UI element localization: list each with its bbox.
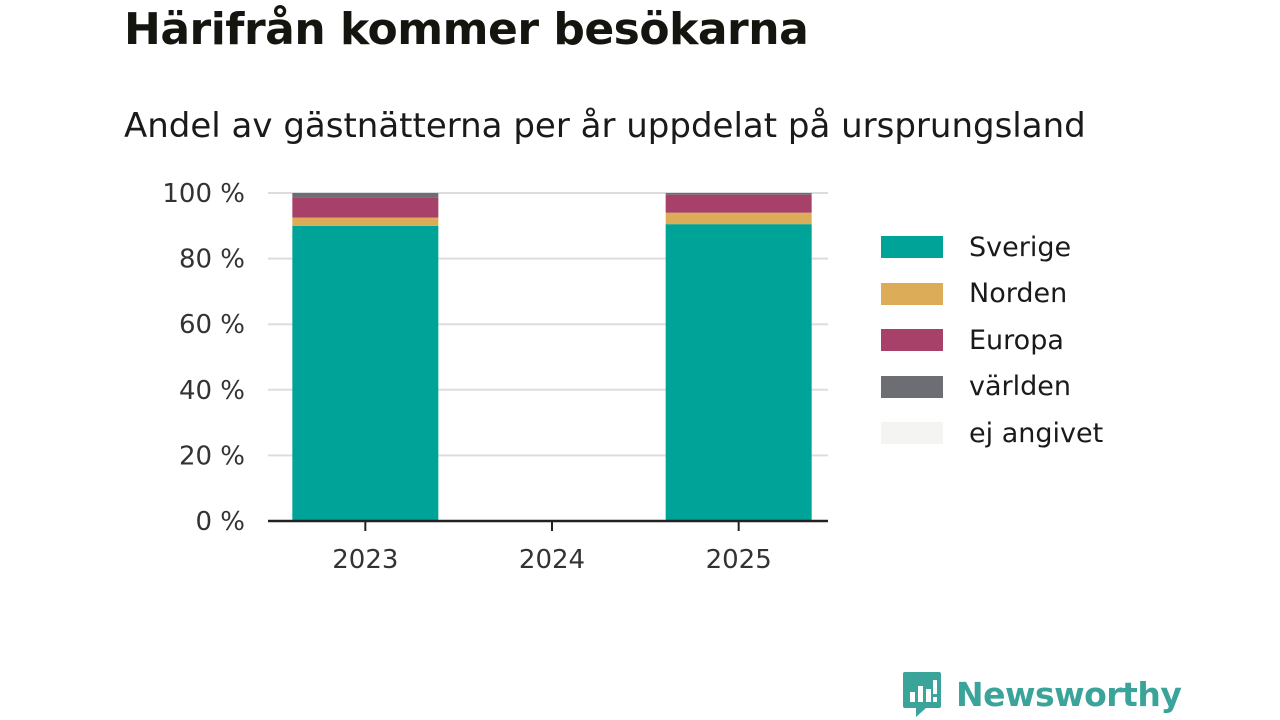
- legend-label: Sverige: [969, 231, 1072, 263]
- legend-item: Europa: [881, 317, 1103, 364]
- legend-swatch: [881, 282, 943, 305]
- bar-segment-europa: [292, 197, 439, 218]
- chart-legend: Sverige Norden Europa världen ej angivet: [881, 224, 1103, 457]
- legend-swatch: [881, 236, 943, 259]
- legend-swatch: [881, 329, 943, 352]
- legend-item: Norden: [881, 271, 1103, 318]
- y-tick-label: 40 %: [179, 376, 245, 406]
- newsworthy-logo-icon: [903, 672, 941, 717]
- bar-segment-sverige: [292, 225, 439, 522]
- bar-segment-världen: [292, 193, 439, 198]
- bar-segment-sverige: [665, 224, 812, 521]
- chart-subtitle: Andel av gästnätterna per år uppdelat på…: [124, 106, 1086, 146]
- bar-segment-norden: [292, 217, 439, 226]
- bar-segment-världen: [665, 193, 812, 195]
- y-tick-label: 0 %: [195, 507, 245, 537]
- bar-segment-europa: [665, 194, 812, 213]
- y-tick-label: 60 %: [179, 310, 245, 340]
- legend-item: världen: [881, 364, 1103, 411]
- brand-name: Newsworthy: [956, 674, 1182, 714]
- legend-label: Norden: [969, 278, 1068, 310]
- x-tick-label: 2023: [332, 545, 398, 575]
- legend-swatch: [881, 375, 943, 398]
- y-tick-label: 100 %: [162, 179, 245, 209]
- x-tick-label: 2024: [519, 545, 585, 575]
- chart-title: Härifrån kommer besökarna: [124, 4, 809, 55]
- legend-label: ej angivet: [969, 417, 1104, 449]
- legend-item: ej angivet: [881, 410, 1103, 457]
- bar-segment-norden: [665, 212, 812, 225]
- legend-label: världen: [969, 371, 1071, 403]
- legend-swatch: [881, 422, 943, 445]
- y-tick-label: 80 %: [179, 245, 245, 275]
- legend-label: Europa: [969, 324, 1064, 356]
- brand-logo: Newsworthy: [902, 670, 1182, 718]
- y-tick-label: 20 %: [179, 441, 245, 471]
- legend-item: Sverige: [881, 224, 1103, 271]
- x-tick-label: 2025: [706, 545, 772, 575]
